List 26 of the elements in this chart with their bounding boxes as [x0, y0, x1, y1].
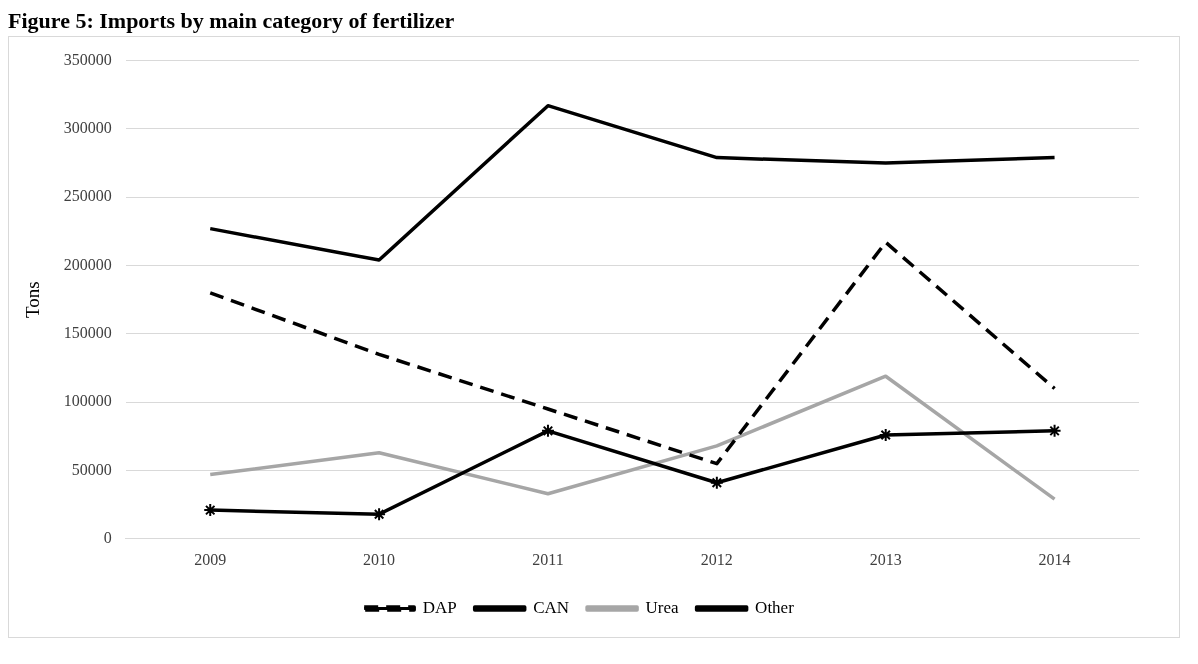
y-tick-label: 250000 [63, 187, 112, 205]
legend-label: Urea [645, 597, 680, 617]
y-tick-label: 200000 [63, 255, 112, 273]
point [709, 475, 724, 490]
point [878, 427, 893, 442]
y-tick-label: 50000 [71, 460, 112, 478]
x-tick-label: 2014 [1038, 550, 1071, 568]
point [1047, 423, 1062, 438]
x-tick-label: 2011 [532, 550, 564, 568]
x-tick-label: 2013 [869, 550, 902, 568]
chart-title: Figure 5: Imports by main category of fertilizer [8, 8, 456, 34]
point [372, 507, 387, 522]
y-tick-label: 300000 [63, 119, 112, 137]
x-tick-label: 2009 [194, 550, 227, 568]
y-tick-label: 100000 [63, 392, 112, 410]
x-tick-label: 2010 [363, 550, 396, 568]
y-tick-label: 0 [103, 529, 112, 546]
point [540, 423, 555, 438]
y-tick-label: 350000 [63, 50, 112, 68]
y-axis-title: Tons [22, 281, 44, 319]
legend-label: Other [755, 597, 795, 617]
x-tick-label: 2012 [700, 550, 733, 568]
line-series [208, 240, 1057, 466]
y-tick-label: 150000 [63, 324, 112, 342]
legend-label: DAP [422, 597, 457, 617]
legend-label: CAN [533, 597, 570, 617]
